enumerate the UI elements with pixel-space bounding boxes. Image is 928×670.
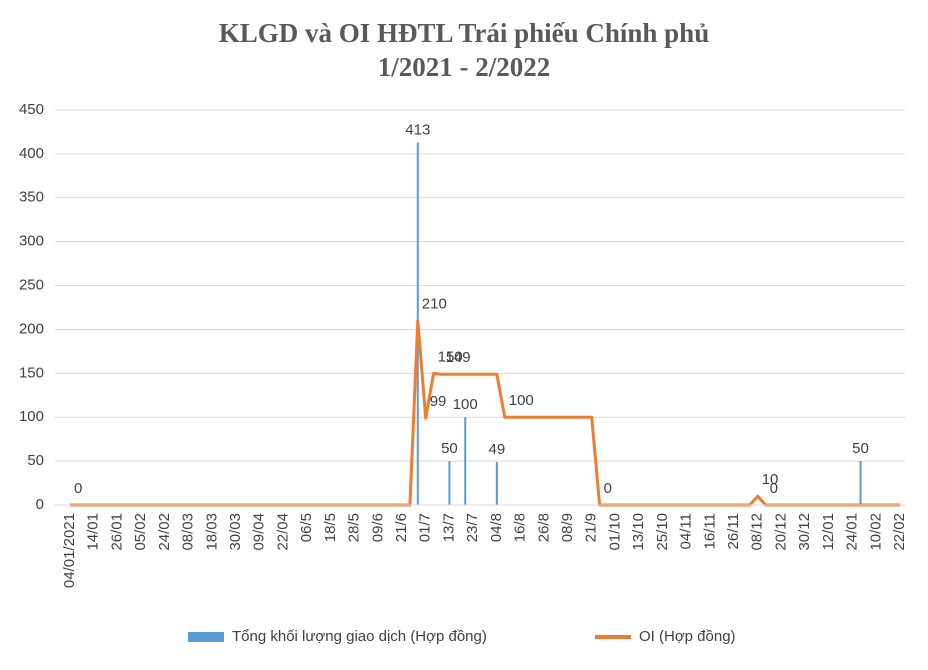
x-tick-label: 30/12 (796, 513, 813, 551)
x-tick-label: 18/03 (203, 513, 220, 551)
x-tick-label: 09/04 (251, 513, 268, 551)
x-tick-label: 26/11 (725, 513, 742, 549)
data-label: 210 (422, 296, 447, 313)
bar (859, 461, 862, 505)
x-tick-label: 04/11 (678, 513, 695, 549)
x-tick-label: 10/02 (867, 513, 884, 551)
y-tick-label: 300 (19, 233, 44, 250)
data-label: 413 (405, 121, 430, 138)
x-tick-label: 16/11 (701, 513, 718, 549)
y-tick-label: 350 (19, 189, 44, 206)
x-tick-label: 22/04 (274, 513, 291, 551)
data-label: 50 (441, 440, 458, 457)
data-label: 50 (852, 440, 869, 457)
chart-subtitle: 1/2021 - 2/2022 (378, 52, 551, 82)
legend-swatch (188, 632, 224, 642)
x-tick-label: 18/5 (322, 513, 339, 542)
y-tick-label: 100 (19, 408, 44, 425)
data-label: 150 (438, 348, 463, 365)
x-tick-label: 12/01 (820, 513, 837, 551)
legend-label: Tổng khối lượng giao dịch (Hợp đồng) (232, 628, 487, 645)
x-tick-label: 20/12 (772, 513, 789, 551)
x-tick-label: 21/9 (583, 513, 600, 542)
x-tick-label: 08/9 (559, 513, 576, 542)
x-tick-label: 26/8 (535, 513, 552, 542)
x-tick-label: 30/03 (227, 513, 244, 551)
bar (464, 417, 467, 505)
x-tick-label: 23/7 (464, 513, 481, 542)
data-label: 49 (489, 441, 506, 458)
y-tick-label: 50 (27, 452, 44, 469)
data-label: 99 (430, 393, 447, 410)
data-label: 10 (762, 471, 779, 488)
x-tick-label: 24/02 (156, 513, 173, 551)
data-label: 0 (74, 480, 82, 497)
x-tick-label: 08/03 (180, 513, 197, 551)
x-tick-label: 08/12 (749, 513, 766, 551)
x-tick-label: 26/01 (108, 513, 125, 551)
x-tick-label: 14/01 (85, 513, 102, 551)
y-tick-label: 250 (19, 277, 44, 294)
data-label: 0 (770, 480, 778, 497)
x-tick-label: 01/7 (417, 513, 434, 542)
x-tick-label: 22/02 (891, 513, 908, 551)
x-tick-label: 13/10 (630, 513, 647, 551)
data-label: 149 (446, 349, 471, 366)
chart-title: KLGD và OI HĐTL Trái phiếu Chính phủ (219, 18, 709, 48)
x-tick-label: 09/6 (369, 513, 386, 542)
data-label: 0 (604, 480, 612, 497)
x-tick-label: 28/5 (346, 513, 363, 542)
x-tick-label: 25/10 (654, 513, 671, 551)
y-tick-label: 450 (19, 101, 44, 118)
legend-label: OI (Hợp đồng) (639, 628, 736, 645)
y-tick-label: 150 (19, 364, 44, 381)
x-tick-label: 04/01/2021 (61, 513, 78, 588)
x-tick-label: 01/10 (606, 513, 623, 551)
x-tick-label: 16/8 (512, 513, 529, 542)
x-tick-label: 21/6 (393, 513, 410, 542)
x-tick-label: 06/5 (298, 513, 315, 542)
x-tick-label: 04/8 (488, 513, 505, 542)
x-tick-label: 05/02 (132, 513, 149, 551)
y-tick-label: 200 (19, 320, 44, 337)
y-tick-label: 0 (36, 496, 44, 513)
bar (495, 461, 498, 505)
bar (448, 461, 451, 505)
data-label: 100 (509, 392, 534, 409)
data-label: 100 (453, 396, 478, 413)
y-tick-label: 400 (19, 145, 44, 162)
x-tick-label: 24/01 (844, 513, 861, 551)
x-tick-label: 13/7 (440, 513, 457, 542)
